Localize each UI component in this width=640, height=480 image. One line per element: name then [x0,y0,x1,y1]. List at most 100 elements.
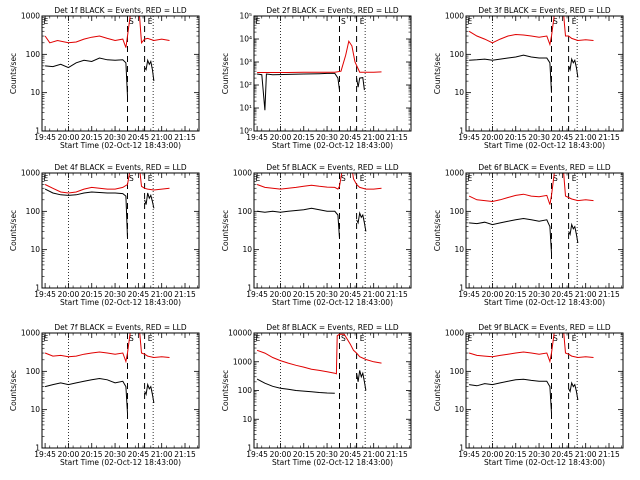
lld-series-line [44,16,170,48]
x-tick-label: 20:30 [104,133,126,142]
x-tick-label: 19:45 [246,450,268,459]
x-axis-label: Start Time (02-Oct-12 18:43:00) [484,298,605,307]
events-series-line [44,188,128,239]
x-tick-label: 21:00 [575,450,597,459]
x-tick-label: 20:45 [552,290,574,299]
y-tick-label: 10³ [239,58,252,67]
x-tick-label: 19:45 [34,290,56,299]
events-series-line [256,378,335,394]
y-axis-label: Counts/sec [221,210,230,251]
marker-label: E [572,334,577,343]
x-tick-label: 21:15 [598,133,620,142]
plot-frame [253,332,412,449]
y-tick-label: 100 [450,50,465,59]
x-tick-label: 21:00 [363,290,385,299]
x-tick-label: 21:00 [575,290,597,299]
marker-label: E [148,334,153,343]
y-axis-label: Counts/sec [9,53,18,94]
marker-label: S [553,174,558,183]
x-tick-label: 20:15 [505,290,527,299]
x-tick-label: 20:45 [552,450,574,459]
x-tick-label: 21:00 [363,133,385,142]
y-tick-label: 1 [247,284,252,293]
x-tick-label: 20:15 [81,450,103,459]
x-tick-label: 20:00 [270,450,292,459]
x-tick-label: 20:45 [552,133,574,142]
y-tick-label: 1000 [21,12,40,21]
marker-label: E [360,17,365,26]
marker-label: E [256,334,261,343]
events-series-line [469,378,552,414]
y-tick-label: 100 [26,367,41,376]
x-tick-label: 21:00 [575,133,597,142]
marker-label: S [129,174,134,183]
marker-label: E [468,17,473,26]
x-tick-label: 21:00 [151,450,173,459]
x-tick-label: 20:15 [293,133,315,142]
marker-label: E [360,174,365,183]
panel-det-7: Det 7f BLACK = Events, RED = LLD 1 10 100 10… [9,323,200,467]
plot-frame [253,15,412,132]
plot-frame [41,332,200,449]
marker-label: S [553,17,558,26]
x-tick-label: 21:00 [151,290,173,299]
x-tick-label: 20:30 [316,133,338,142]
panel-det-5: Det 5f BLACK = Events, RED = LLD 1 10 100 10… [221,163,412,307]
panel-title: Det 1f BLACK = Events, RED = LLD [54,6,187,15]
events-series-line [356,211,367,232]
events-series-line [44,377,128,414]
y-tick-label: 10 [30,88,40,97]
panel-title: Det 5f BLACK = Events, RED = LLD [266,163,399,172]
x-tick-label: 20:30 [528,133,550,142]
x-tick-label: 20:15 [505,133,527,142]
plot-frame [41,172,200,289]
panel-det-8: Det 8f BLACK = Events, RED = LLD 1 10 100 10… [221,323,412,467]
events-series-line [469,54,552,93]
x-axis-label: Start Time (02-Oct-12 18:43:00) [60,298,181,307]
marker-label: E [468,334,473,343]
y-tick-label: 10⁴ [239,35,252,44]
y-tick-label: 100 [238,386,253,395]
events-series-line [257,207,340,239]
y-axis-label: Counts/sec [221,53,230,94]
y-tick-label: 10 [242,415,252,424]
x-tick-label: 21:15 [174,290,196,299]
panel-title: Det 9f BLACK = Events, RED = LLD [478,323,611,332]
marker-label: E [148,17,153,26]
y-axis-label: Counts/sec [433,370,442,411]
x-tick-label: 20:30 [104,450,126,459]
x-tick-label: 20:15 [81,290,103,299]
lld-series-line [468,173,594,205]
y-tick-label: 100 [450,207,465,216]
y-axis-label: Counts/sec [9,210,18,251]
marker-label: S [341,334,346,343]
y-tick-label: 1 [35,444,40,453]
y-tick-label: 1 [247,444,252,453]
plot-frame [465,172,624,289]
x-tick-label: 20:45 [128,450,150,459]
y-tick-label: 10 [242,245,252,254]
x-axis-label: Start Time (02-Oct-12 18:43:00) [484,141,605,150]
y-tick-label: 1 [459,127,464,136]
marker-label: S [553,334,558,343]
lld-series-line [256,173,382,190]
y-tick-label: 1 [35,284,40,293]
plot-frame [465,332,624,449]
events-series-line [144,58,155,82]
x-tick-label: 21:15 [386,133,408,142]
x-axis-label: Start Time (02-Oct-12 18:43:00) [272,298,393,307]
marker-label: E [468,174,473,183]
marker-label: E [44,17,49,26]
panel-det-9: Det 9f BLACK = Events, RED = LLD 1 10 100 10… [433,323,624,467]
events-series-line [356,370,367,391]
marker-label: E [256,174,261,183]
y-tick-label: 1 [459,444,464,453]
x-tick-label: 20:15 [505,450,527,459]
marker-label: S [341,17,346,26]
y-tick-label: 10 [454,245,464,254]
y-axis-label: Counts/sec [221,370,230,411]
marker-label: E [572,174,577,183]
y-axis-label: Counts/sec [433,53,442,94]
marker-label: S [129,334,134,343]
